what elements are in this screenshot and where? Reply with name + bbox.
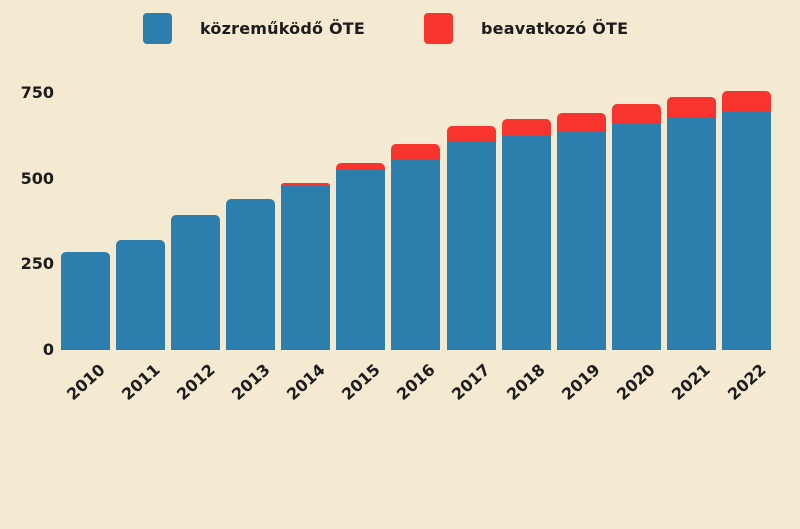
bars-plot-area — [61, 83, 771, 350]
bar-group-2010 — [61, 252, 110, 350]
bar-segment-kozremukodo-2018 — [501, 136, 551, 350]
bar-group-2012 — [171, 214, 221, 350]
bar-segment-kozremukodo-2014 — [281, 186, 331, 350]
legend-swatch-kozremukodo — [143, 13, 172, 44]
bar-segment-kozremukodo-2012 — [171, 214, 221, 350]
bar-group-2016 — [391, 144, 441, 350]
bar-segment-kozremukodo-2016 — [391, 158, 441, 350]
x-axis-label-2010: 2010 — [62, 360, 109, 404]
bar-group-2021 — [666, 97, 716, 350]
bar-segment-kozremukodo-2017 — [446, 142, 496, 350]
bar-segment-kozremukodo-2013 — [226, 199, 276, 350]
bar-segment-beavatkozo-2016 — [391, 144, 441, 159]
bar-group-2020 — [611, 103, 661, 350]
bar-segment-kozremukodo-2022 — [721, 111, 771, 350]
legend-item-beavatkozo: beavatkozó ÖTE — [424, 13, 628, 44]
x-axis-label-2021: 2021 — [668, 360, 715, 404]
bar-group-2011 — [116, 240, 166, 350]
bar-segment-kozremukodo-2010 — [61, 252, 110, 350]
bar-group-2019 — [556, 112, 606, 350]
x-axis-label-2018: 2018 — [503, 360, 549, 404]
bar-group-2015 — [336, 163, 386, 350]
y-tick-label-0: 0 — [42, 340, 54, 359]
x-axis-label-2011: 2011 — [117, 360, 164, 404]
bar-segment-beavatkozo-2014 — [281, 182, 331, 187]
bar-segment-beavatkozo-2017 — [446, 126, 496, 143]
y-axis-ticks: 0 250 500 750 — [0, 83, 54, 359]
bar-segment-kozremukodo-2019 — [556, 131, 606, 350]
bar-segment-beavatkozo-2021 — [666, 97, 716, 118]
x-axis-label-2016: 2016 — [392, 360, 439, 404]
y-tick-label-750: 750 — [20, 83, 54, 103]
y-tick-label-500: 500 — [20, 168, 54, 188]
legend-swatch-beavatkozo — [424, 13, 453, 44]
x-axis-label-2022: 2022 — [723, 360, 770, 404]
bar-segment-beavatkozo-2015 — [336, 163, 386, 171]
x-axis-label-2013: 2013 — [227, 360, 274, 404]
bar-segment-beavatkozo-2018 — [501, 118, 551, 137]
bar-group-2022 — [721, 90, 771, 350]
bar-segment-kozremukodo-2020 — [611, 123, 661, 350]
bar-segment-kozremukodo-2015 — [336, 170, 386, 350]
bar-group-2017 — [446, 126, 496, 350]
y-tick-label-250: 250 — [20, 254, 54, 274]
x-axis-label-2019: 2019 — [558, 360, 604, 404]
bar-segment-kozremukodo-2011 — [116, 240, 166, 350]
legend-label-beavatkozo: beavatkozó ÖTE — [481, 19, 629, 38]
bar-segment-beavatkozo-2020 — [611, 103, 661, 124]
x-axis-labels: 2010 2011 2012 2013 2014 2015 2016 2017 2018 2019… — [61, 350, 771, 420]
bar-segment-kozremukodo-2021 — [666, 117, 716, 350]
bar-group-2014 — [281, 182, 331, 350]
x-axis-label-2015: 2015 — [337, 360, 384, 404]
x-axis-label-2020: 2020 — [613, 360, 660, 404]
x-axis-label-2014: 2014 — [282, 360, 329, 404]
legend-label-kozremukodo: közreműködő ÖTE — [200, 19, 365, 38]
bar-group-2018 — [501, 118, 551, 350]
x-axis-label-2017: 2017 — [447, 360, 494, 404]
bar-group-2013 — [226, 199, 276, 350]
bar-segment-beavatkozo-2019 — [556, 112, 606, 132]
bar-segment-beavatkozo-2022 — [721, 90, 771, 112]
x-axis-label-2012: 2012 — [172, 360, 219, 404]
legend-item-kozremukodo: közreműködő ÖTE — [143, 13, 365, 44]
